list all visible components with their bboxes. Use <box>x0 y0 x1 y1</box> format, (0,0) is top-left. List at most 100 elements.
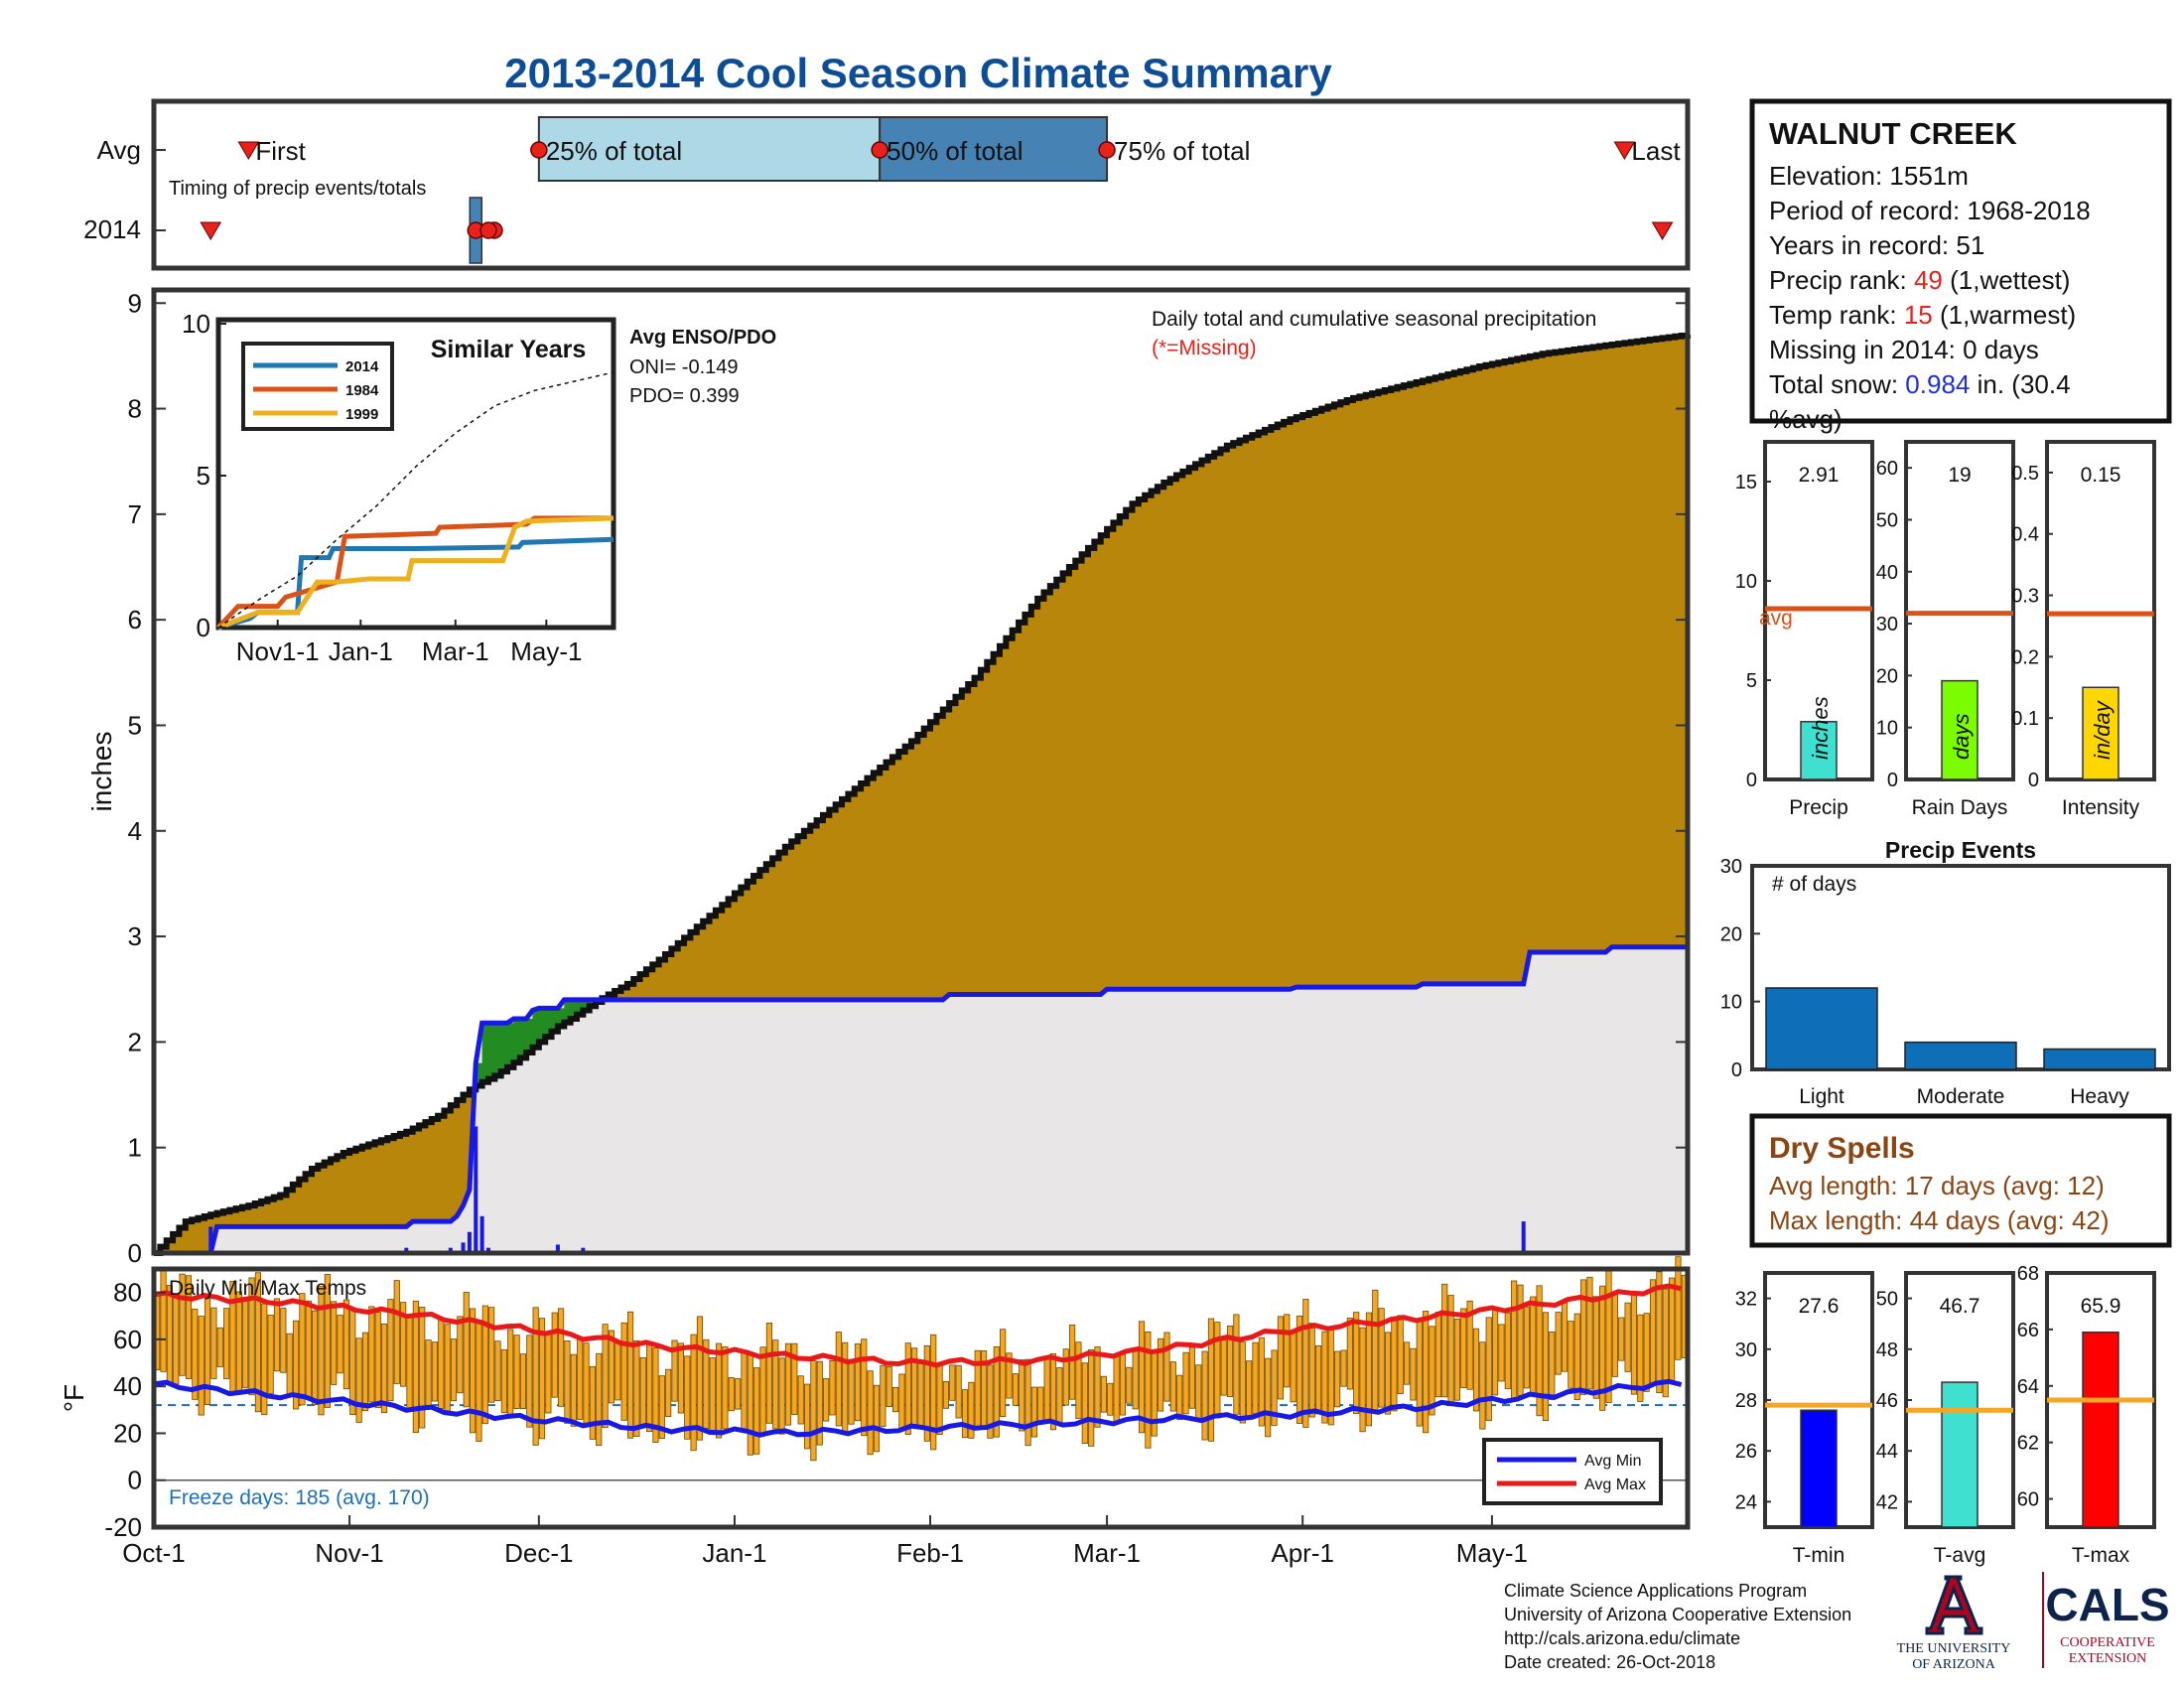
main-y-axis-label: inches <box>86 732 117 812</box>
inset-legend: 2014 1984 1999 <box>253 358 379 423</box>
events-title: Precip Events <box>1885 837 2036 863</box>
daily-temp-bar <box>185 1275 193 1379</box>
main-y-axis: 0 1 2 3 4 5 6 7 8 9 <box>128 288 1688 1268</box>
daily-precip-bar <box>485 1247 490 1253</box>
footer-line-4: Date created: 26-Oct-2018 <box>1504 1652 1715 1672</box>
mini-avg-label: avg <box>1759 607 1793 630</box>
daily-temp-bar <box>1675 1256 1682 1360</box>
mini-y-tick-label: 0.1 <box>2011 708 2039 730</box>
daily-temp-bar <box>772 1339 779 1430</box>
daily-temp-bar <box>412 1300 419 1434</box>
daily-temp-bar <box>1049 1352 1057 1431</box>
daily-temp-bar <box>380 1323 388 1414</box>
avg-p75-label: 75% of total <box>1114 136 1250 166</box>
mini-y-tick-label: 0.5 <box>2011 463 2039 485</box>
month-tick-label: Dec-1 <box>504 1538 573 1568</box>
dry-spells-max: Max length: 44 days (avg: 42) <box>1769 1205 2110 1235</box>
daily-temp-bar <box>431 1341 439 1402</box>
enso-title: Avg ENSO/PDO <box>629 327 776 349</box>
inset-plot <box>216 371 614 631</box>
daily-precip-bar <box>404 1247 409 1253</box>
inset-axes: 0 5 10 Nov1-1 Jan-1 Mar-1 May-1 <box>182 309 582 666</box>
inset-y-tick-label: 5 <box>197 461 210 491</box>
ua-logo-line-1: THE UNIVERSITY <box>1897 1641 2011 1656</box>
station-info-box: WALNUT CREEK Elevation: 1551m Period of … <box>1749 98 2172 434</box>
station-name: WALNUT CREEK <box>1769 116 2017 151</box>
daily-temp-bar <box>1284 1314 1291 1388</box>
daily-temp-bar <box>1176 1374 1183 1420</box>
daily-temp-bar <box>1062 1348 1069 1406</box>
timing-markers: First 25% of total 50% of total 75% of tota… <box>154 116 1681 264</box>
mini-y-tick-label: 5 <box>1746 670 1757 692</box>
daily-temp-bar <box>355 1337 362 1423</box>
mini-y-tick-label: 44 <box>1876 1441 1898 1463</box>
legend-avg-max-label: Avg Max <box>1584 1477 1646 1493</box>
daily-temp-bar <box>602 1324 609 1429</box>
daily-temp-bar <box>393 1280 400 1384</box>
dry-spells-frame <box>1749 1113 2172 1248</box>
mini-bar-t-avg <box>1941 1381 1979 1528</box>
daily-temp-bar <box>1592 1296 1599 1399</box>
daily-temp-bar <box>1649 1279 1657 1386</box>
daily-temp-bar <box>1523 1306 1530 1389</box>
daily-temp-bar <box>1290 1330 1297 1403</box>
daily-temp-bar <box>1113 1355 1120 1423</box>
mini-y-tick-label: 15 <box>1735 472 1757 493</box>
daily-temp-bar <box>1453 1318 1461 1401</box>
daily-temp-bar <box>1321 1331 1328 1424</box>
temp-y-axis-label: °F <box>59 1384 89 1412</box>
daily-temp-bar <box>696 1316 704 1441</box>
daily-temp-bar <box>589 1365 596 1440</box>
daily-temp-bar <box>1599 1285 1606 1411</box>
daily-temp-bar <box>1043 1356 1050 1424</box>
main-y-tick-label: 5 <box>128 710 142 740</box>
daily-temp-bar <box>949 1364 956 1401</box>
daily-temp-bar <box>1372 1289 1379 1411</box>
daily-temp-bar <box>1536 1285 1543 1417</box>
daily-temp-bar <box>216 1327 223 1367</box>
daily-temp-bar <box>1302 1299 1309 1428</box>
daily-temp-bar <box>438 1318 445 1409</box>
freeze-days-label: Freeze days: 185 (avg. 170) <box>169 1486 430 1509</box>
inset-x-tick-label: Mar-1 <box>422 636 489 666</box>
daily-temp-bar <box>1555 1312 1562 1375</box>
daily-temp-bar <box>810 1360 817 1462</box>
daily-temp-bar <box>1201 1350 1208 1441</box>
daily-temp-bar <box>419 1307 426 1429</box>
daily-temp-bar <box>324 1273 331 1408</box>
inset-legend-label-1999: 1999 <box>345 406 378 423</box>
daily-temp-bar <box>867 1370 874 1456</box>
daily-temp-bar <box>173 1294 180 1385</box>
avg-p25-label: 25% of total <box>546 136 682 166</box>
daily-temp-bar <box>192 1308 199 1400</box>
daily-temp-bar <box>1258 1336 1265 1427</box>
daily-temp-bar <box>709 1357 716 1433</box>
daily-temp-bar <box>1403 1341 1411 1385</box>
daily-temp-bar <box>223 1308 230 1379</box>
events-bar-moderate <box>1904 1041 2017 1070</box>
events-category-label: Heavy <box>2070 1085 2129 1108</box>
daily-temp-bar <box>797 1375 804 1425</box>
daily-temp-bar <box>1024 1358 1031 1447</box>
temp-y-tick-label: 20 <box>113 1418 142 1448</box>
daily-temp-bar <box>1314 1345 1322 1415</box>
daily-temp-bar <box>242 1300 249 1389</box>
daily-temp-bar <box>873 1384 881 1453</box>
daily-temp-bar <box>987 1364 994 1439</box>
daily-temp-bar <box>583 1342 590 1424</box>
mini-category-label: T-max <box>2072 1544 2130 1567</box>
daily-temp-bar <box>292 1320 300 1410</box>
daily-precip-bar <box>208 1226 213 1253</box>
main-y-tick-label: 1 <box>128 1133 142 1163</box>
events-y-tick-label: 0 <box>1731 1059 1742 1081</box>
daily-temp-bar <box>816 1360 823 1446</box>
temp-y-tick-label: 60 <box>113 1325 142 1354</box>
events-category-label: Moderate <box>1917 1085 2005 1108</box>
daily-temp-bar <box>633 1339 640 1437</box>
daily-temp-bar <box>488 1307 495 1403</box>
month-tick-label: Jan-1 <box>702 1538 766 1568</box>
total-snow-value: 0.984 <box>1905 369 1970 399</box>
temperature-chart: -20 0 20 40 60 80 °F Daily Min/Max Temps Free… <box>59 1256 1691 1568</box>
cals-sub-2: EXTENSION <box>2069 1651 2147 1666</box>
daily-temp-bar <box>1542 1312 1550 1422</box>
